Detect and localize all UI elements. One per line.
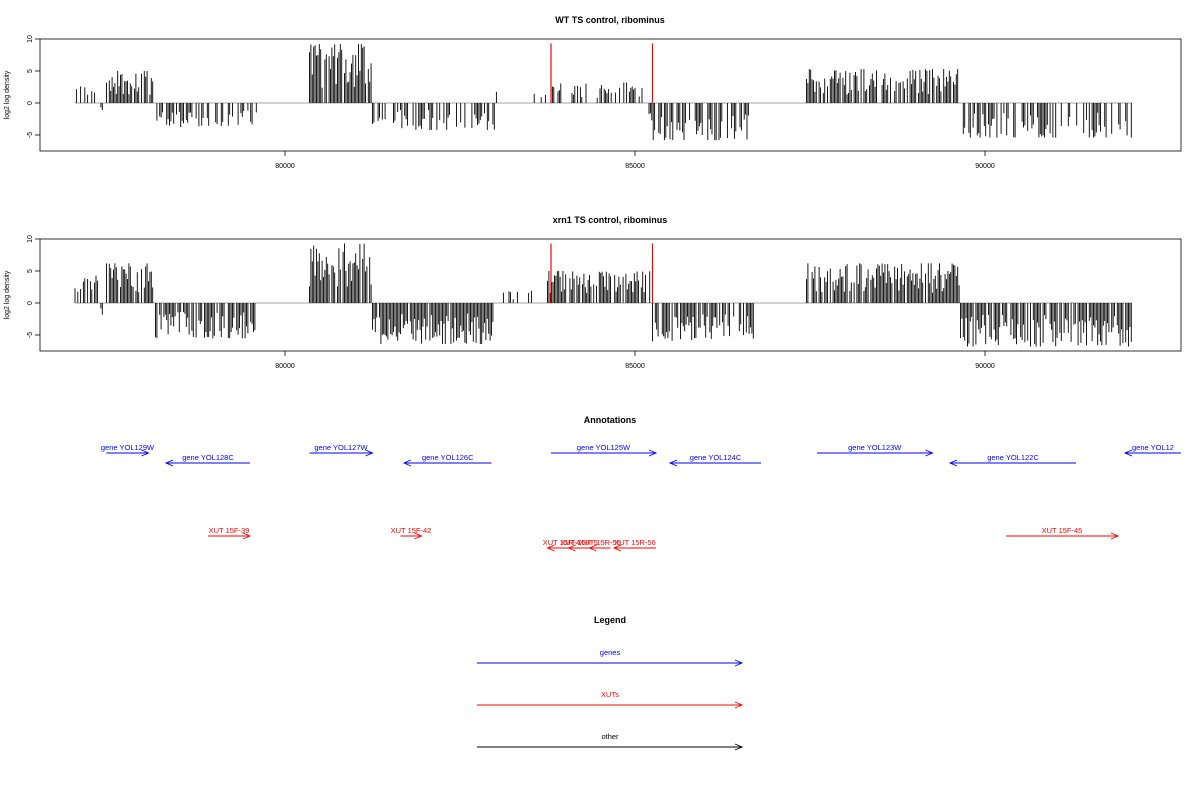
gene-label: gene YOL124C (690, 453, 742, 462)
xrn1-x-tick-label: 80000 (275, 363, 295, 370)
gene-arrow: gene YOL128C (164, 453, 250, 467)
xrn1-y-tick-label: -5 (27, 332, 34, 338)
gene-label: gene YOL129W (101, 443, 155, 452)
xrn1-y-axis-label: log2 log density (4, 270, 11, 319)
wt-x-axis: 80000 85000 90000 (275, 151, 995, 170)
legend-item: other (477, 732, 744, 751)
xut-label: XUT 15R-5 (560, 538, 597, 547)
xrn1-density-panel: xrn1 TS control, ribominus log2 log dens… (4, 215, 1182, 370)
legend-item-label: other (601, 732, 619, 741)
wt-plot-frame (39, 38, 1182, 152)
xrn1-x-tick-label: 85000 (625, 363, 645, 370)
gene-label: gene YOL125W (577, 443, 631, 452)
xut-label: XUT 15R-56 (614, 538, 656, 547)
xut-label: XUT 15R-4 (543, 538, 580, 547)
annotations-title: Annotations (584, 415, 637, 425)
xut-arrow: XUT 15F-45 (1006, 526, 1120, 540)
gene-label: gene YOL122C (987, 453, 1039, 462)
gene-label: gene YOL126C (422, 453, 474, 462)
gene-arrow: gene YOL129W (101, 443, 155, 457)
wt-y-tick-label: 5 (27, 69, 34, 73)
xut-arrow: XUT 15R-55 (579, 538, 621, 552)
legend-items: genes XUTs other (477, 648, 744, 751)
legend-title: Legend (594, 615, 626, 625)
gene-arrow: gene YOL127W (309, 443, 374, 457)
wt-y-tick-label: 10 (27, 35, 34, 43)
gene-label: gene YOL128C (182, 453, 234, 462)
gene-arrow: gene YOL122C (948, 453, 1076, 467)
xut-arrow: XUT 15R-56 (612, 538, 656, 552)
legend-item-label: genes (600, 648, 621, 657)
xut-arrow: XUT 15R-5 (560, 538, 598, 552)
xrn1-plot-frame (39, 238, 1182, 352)
gene-arrow: gene YOL126C (402, 453, 492, 467)
xrn1-density-bars (74, 243, 1132, 347)
wt-density-panel: WT TS control, ribominus log2 log densit… (4, 15, 1182, 170)
wt-x-tick-label: 90000 (975, 163, 995, 170)
xut-label: XUT 15R-55 (579, 538, 621, 547)
wt-x-tick-label: 80000 (275, 163, 295, 170)
wt-density-bars (75, 43, 1132, 141)
genes-track: gene YOL129W gene YOL128C gene YOL127W gene… (101, 443, 1181, 467)
gene-arrow: gene YOL12 (1123, 443, 1181, 457)
xrn1-y-tick-label: 0 (27, 301, 34, 305)
wt-y-tick-label: -5 (27, 132, 34, 138)
xrn1-y-axis: -5 0 5 10 (27, 235, 40, 338)
gene-arrow: gene YOL123W (817, 443, 934, 457)
xrn1-y-tick-label: 5 (27, 269, 34, 273)
legend-item-label: XUTs (601, 690, 619, 699)
legend-item: genes (477, 648, 744, 667)
legend-item: XUTs (477, 690, 744, 709)
gene-arrow: gene YOL125W (551, 443, 658, 457)
xut-arrow: XUT 15F-42 (391, 526, 432, 540)
gene-arrow: gene YOL124C (668, 453, 761, 467)
xrn1-panel-title: xrn1 TS control, ribominus (553, 215, 668, 225)
xut-label: XUT 15F-45 (1042, 526, 1083, 535)
wt-y-axis: -5 0 5 10 (27, 35, 40, 138)
wt-panel-title: WT TS control, ribominus (555, 15, 665, 25)
xut-label: XUT 15F-39 (209, 526, 250, 535)
wt-y-axis-label: log2 log density (4, 70, 11, 119)
gene-label: gene YOL127W (314, 443, 368, 452)
xrn1-y-tick-label: 10 (27, 235, 34, 243)
legend: Legend genes XUTs other (477, 615, 744, 751)
gene-label: gene YOL12 (1132, 443, 1174, 452)
xrn1-x-tick-label: 90000 (975, 363, 995, 370)
wt-x-tick-label: 85000 (625, 163, 645, 170)
gene-label: gene YOL123W (848, 443, 902, 452)
xrn1-x-axis: 80000 85000 90000 (275, 351, 995, 370)
wt-y-tick-label: 0 (27, 101, 34, 105)
xut-label: XUT 15F-42 (391, 526, 432, 535)
xut-arrow: XUT 15F-39 (208, 526, 252, 540)
